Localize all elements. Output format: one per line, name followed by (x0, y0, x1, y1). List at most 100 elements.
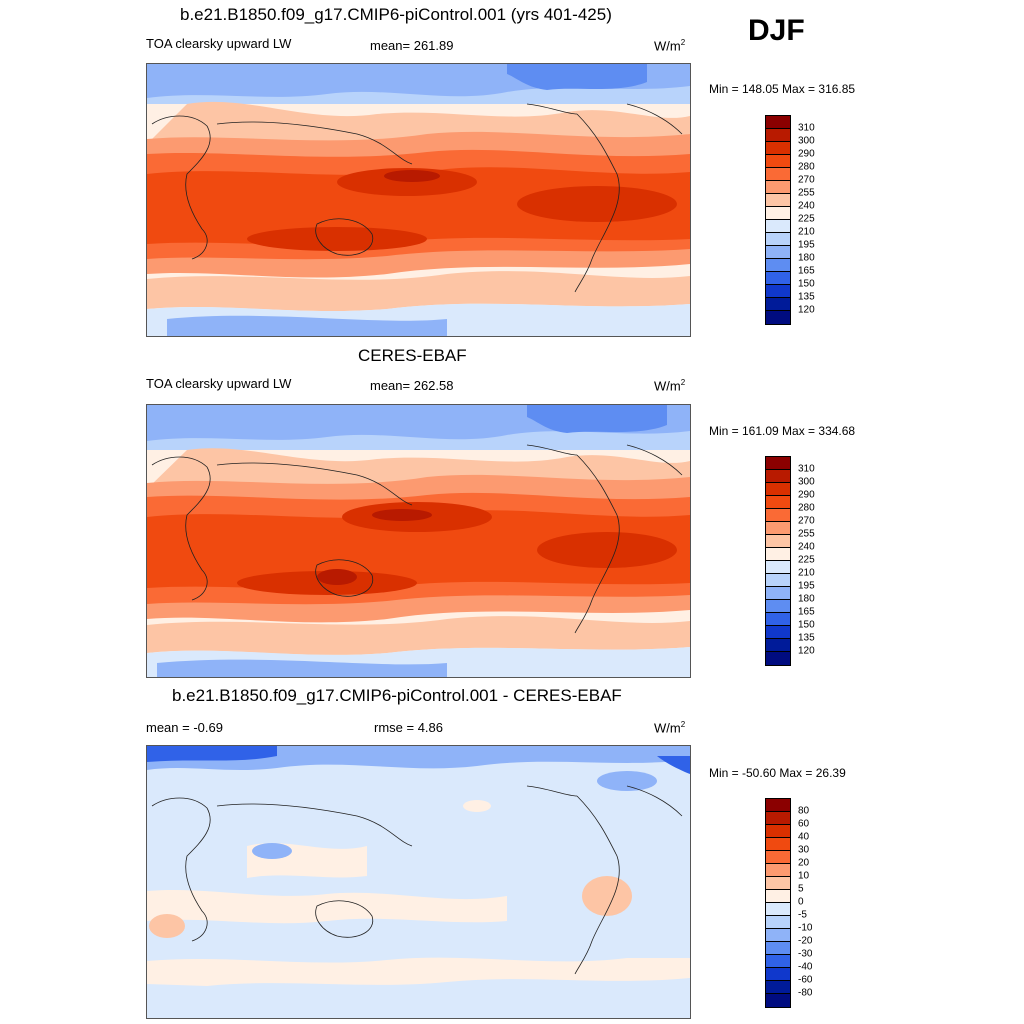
panel3-tick-label: -20 (798, 935, 813, 947)
panel1-colorbar-swatch (766, 116, 790, 129)
panel3-colorbar-swatch (766, 825, 790, 838)
panel3-map (146, 745, 691, 1019)
panel1-tick-label: 270 (798, 174, 815, 186)
panel3-rmse: rmse = 4.86 (374, 720, 444, 735)
panel2-colorbar (765, 456, 791, 666)
panel1-tick-label: 280 (798, 161, 815, 173)
panel3-minmax: Min = -50.60 Max = 26.39 (709, 766, 846, 780)
panel2-colorbar-swatch (766, 600, 790, 613)
panel2-tick-label: 300 (798, 476, 815, 488)
panel2-tick-label: 150 (798, 619, 815, 631)
panel1-colorbar-swatch (766, 181, 790, 194)
panel3-map-field (147, 746, 690, 1018)
panel1-colorbar-swatch (766, 168, 790, 181)
panel1-units: W/m2 (654, 38, 686, 54)
panel3-colorbar-swatch (766, 799, 790, 812)
panel1-tick-label: 180 (798, 252, 815, 264)
panel3-colorbar-swatch (766, 994, 790, 1007)
panel2-colorbar-swatch (766, 652, 790, 665)
panel3-colorbar (765, 798, 791, 1008)
panel3-colorbar-swatch (766, 890, 790, 903)
panel1-colorbar (765, 115, 791, 325)
panel3-tick-label: -60 (798, 974, 813, 986)
panel2-tick-label: 280 (798, 502, 815, 514)
panel2-colorbar-swatch (766, 548, 790, 561)
panel3-colorbar-swatch (766, 864, 790, 877)
panel3-tick-label: 40 (798, 831, 810, 843)
panel1-tick-label: 225 (798, 213, 815, 225)
panel1-colorbar-swatch (766, 155, 790, 168)
panel1-colorbar-swatch (766, 142, 790, 155)
panel3-tick-label: -10 (798, 922, 813, 934)
panel3-tick-label: 20 (798, 857, 810, 869)
panel2-tick-label: 120 (798, 645, 815, 657)
panel2-colorbar-swatch (766, 587, 790, 600)
panel2-tick-label: 290 (798, 489, 815, 501)
panel2-tick-label: 270 (798, 515, 815, 527)
panel3-tick-label: 5 (798, 883, 804, 895)
panel3-tick-label: -5 (798, 909, 807, 921)
panel1-tick-label: 300 (798, 135, 815, 147)
panel1-tick-label: 165 (798, 265, 815, 277)
panel1-map-field (147, 64, 690, 336)
season-label: DJF (748, 14, 805, 47)
panel3-colorbar-swatch (766, 929, 790, 942)
panel3-colorbar-swatch (766, 981, 790, 994)
panel1-colorbar-swatch (766, 233, 790, 246)
panel3-tick-label: 10 (798, 870, 810, 882)
panel1-tick-label: 255 (798, 187, 815, 199)
panel3-colorbar-swatch (766, 968, 790, 981)
panel2-tick-label: 165 (798, 606, 815, 618)
panel1-tick-label: 120 (798, 304, 815, 316)
panel2-units: W/m2 (654, 378, 686, 394)
panel1-minmax: Min = 148.05 Max = 316.85 (709, 82, 856, 96)
panel2-minmax: Min = 161.09 Max = 334.68 (709, 424, 856, 438)
panel1-tick-label: 210 (798, 226, 815, 238)
panel1-tick-label: 150 (798, 278, 815, 290)
panel3-colorbar-swatch (766, 903, 790, 916)
panel2-colorbar-swatch (766, 483, 790, 496)
panel1-colorbar-swatch (766, 285, 790, 298)
panel1-colorbar-swatch (766, 311, 790, 324)
panel2-colorbar-swatch (766, 639, 790, 652)
panel3-colorbar-swatch (766, 916, 790, 929)
panel3-tick-label: 0 (798, 896, 804, 908)
panel3-tick-label: -80 (798, 987, 813, 999)
panel3-mean: mean = -0.69 (146, 720, 223, 735)
panel1-colorbar-swatch (766, 207, 790, 220)
panel2-tick-label: 195 (798, 580, 815, 592)
panel2-mean: mean= 262.58 (370, 378, 454, 393)
panel1-mean: mean= 261.89 (370, 38, 454, 53)
panel2-tick-label: 180 (798, 593, 815, 605)
panel2-tick-label: 255 (798, 528, 815, 540)
panel2-tick-label: 240 (798, 541, 815, 553)
panel1-tick-label: 290 (798, 148, 815, 160)
panel2-colorbar-swatch (766, 457, 790, 470)
panel2-map-field (147, 405, 690, 677)
panel1-colorbar-swatch (766, 246, 790, 259)
panel3-tick-label: 80 (798, 805, 810, 817)
panel3-tick-label: -30 (798, 948, 813, 960)
panel2-colorbar-swatch (766, 535, 790, 548)
panel3-colorbar-swatch (766, 838, 790, 851)
panel3-title: b.e21.B1850.f09_g17.CMIP6-piControl.001 … (172, 686, 622, 705)
panel3-tick-label: -40 (798, 961, 813, 973)
panel3-colorbar-swatch (766, 955, 790, 968)
panel1-tick-label: 135 (798, 291, 815, 303)
panel1-title: b.e21.B1850.f09_g17.CMIP6-piControl.001 … (180, 5, 612, 24)
panel3-colorbar-swatch (766, 851, 790, 864)
panel1-colorbar-swatch (766, 129, 790, 142)
panel1-colorbar-swatch (766, 194, 790, 207)
panel2-colorbar-swatch (766, 613, 790, 626)
panel1-colorbar-swatch (766, 298, 790, 311)
panel1-map (146, 63, 691, 337)
panel2-tick-label: 225 (798, 554, 815, 566)
panel3-colorbar-swatch (766, 942, 790, 955)
panel2-colorbar-swatch (766, 496, 790, 509)
panel2-tick-label: 310 (798, 463, 815, 475)
panel1-colorbar-swatch (766, 220, 790, 233)
panel1-tick-label: 195 (798, 239, 815, 251)
panel2-colorbar-swatch (766, 626, 790, 639)
panel2-title: CERES-EBAF (358, 346, 467, 365)
panel3-tick-label: 60 (798, 818, 810, 830)
